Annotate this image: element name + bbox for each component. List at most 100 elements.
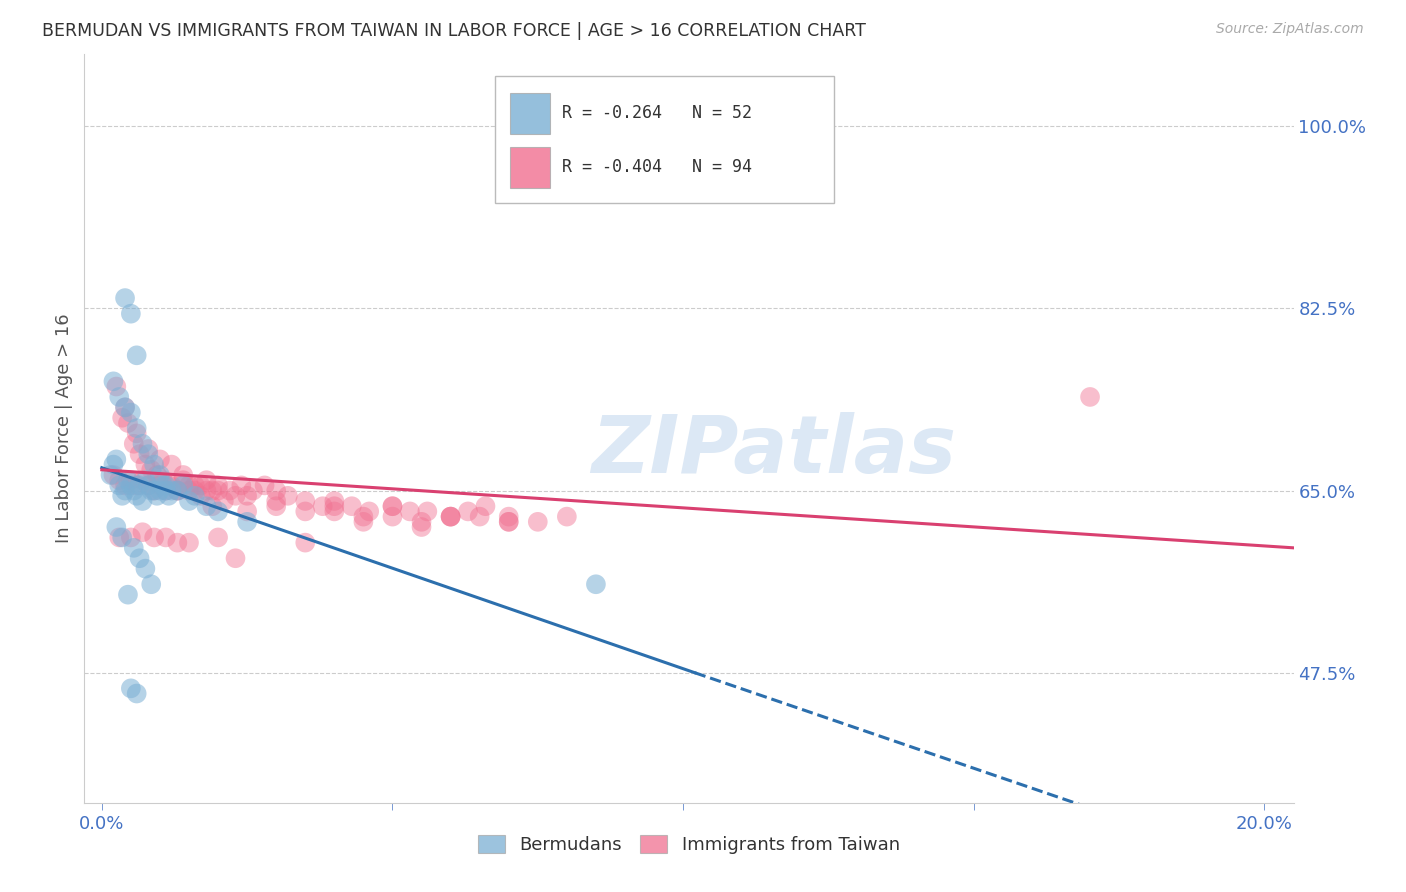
Point bbox=[122, 437, 145, 451]
Point bbox=[120, 478, 142, 492]
Point bbox=[157, 478, 180, 492]
Point bbox=[195, 483, 218, 498]
Point bbox=[149, 468, 172, 483]
Point bbox=[105, 520, 128, 534]
Point bbox=[323, 500, 346, 514]
Point bbox=[131, 437, 153, 451]
Point bbox=[323, 494, 346, 508]
Point bbox=[207, 483, 229, 498]
Point bbox=[207, 504, 229, 518]
Point bbox=[136, 478, 159, 492]
Point bbox=[122, 483, 145, 498]
Point bbox=[146, 468, 169, 483]
Point bbox=[136, 442, 159, 456]
Point bbox=[399, 504, 422, 518]
Point bbox=[143, 483, 166, 498]
Point bbox=[277, 489, 299, 503]
Point bbox=[125, 421, 148, 435]
Point bbox=[125, 489, 148, 503]
Point bbox=[585, 577, 607, 591]
Point bbox=[498, 515, 520, 529]
Legend: Bermudans, Immigrants from Taiwan: Bermudans, Immigrants from Taiwan bbox=[471, 828, 907, 861]
Point bbox=[439, 509, 461, 524]
Point bbox=[172, 468, 194, 483]
Point bbox=[184, 478, 207, 492]
Point bbox=[143, 483, 166, 498]
Point bbox=[120, 681, 142, 696]
Point bbox=[111, 530, 134, 544]
Point bbox=[498, 509, 520, 524]
Point bbox=[184, 489, 207, 503]
Point bbox=[190, 489, 212, 503]
Point bbox=[201, 500, 224, 514]
Point bbox=[134, 562, 156, 576]
Point bbox=[108, 473, 131, 487]
Point bbox=[128, 447, 150, 461]
Point bbox=[120, 530, 142, 544]
Point bbox=[120, 473, 142, 487]
Point bbox=[131, 525, 153, 540]
Point bbox=[100, 468, 122, 483]
Point bbox=[114, 401, 136, 415]
Point bbox=[131, 494, 153, 508]
Point bbox=[111, 489, 134, 503]
Point bbox=[498, 515, 520, 529]
Point bbox=[114, 401, 136, 415]
Point bbox=[294, 535, 316, 549]
Point bbox=[131, 473, 153, 487]
Point bbox=[134, 473, 156, 487]
Text: ZIPatlas: ZIPatlas bbox=[591, 411, 956, 490]
Point bbox=[236, 504, 259, 518]
Point bbox=[125, 687, 148, 701]
Text: R = -0.264   N = 52: R = -0.264 N = 52 bbox=[562, 104, 752, 122]
Point bbox=[155, 530, 177, 544]
Point bbox=[166, 483, 188, 498]
Point bbox=[149, 452, 172, 467]
Point bbox=[177, 483, 200, 498]
Point bbox=[195, 500, 218, 514]
Point bbox=[125, 348, 148, 362]
Point bbox=[149, 478, 172, 492]
Point bbox=[157, 489, 180, 503]
FancyBboxPatch shape bbox=[510, 147, 550, 188]
Point bbox=[195, 473, 218, 487]
Point bbox=[105, 379, 128, 393]
Text: R = -0.404   N = 94: R = -0.404 N = 94 bbox=[562, 159, 752, 177]
Point bbox=[122, 541, 145, 555]
Point bbox=[143, 530, 166, 544]
Point bbox=[114, 291, 136, 305]
Point bbox=[128, 478, 150, 492]
Point bbox=[125, 426, 148, 441]
Point bbox=[294, 494, 316, 508]
Point bbox=[166, 483, 188, 498]
Point bbox=[117, 473, 139, 487]
Point bbox=[155, 483, 177, 498]
Text: BERMUDAN VS IMMIGRANTS FROM TAIWAN IN LABOR FORCE | AGE > 16 CORRELATION CHART: BERMUDAN VS IMMIGRANTS FROM TAIWAN IN LA… bbox=[42, 22, 866, 40]
Point bbox=[527, 515, 550, 529]
Point bbox=[120, 307, 142, 321]
Point bbox=[105, 452, 128, 467]
Point bbox=[236, 515, 259, 529]
Point bbox=[125, 478, 148, 492]
Point bbox=[136, 447, 159, 461]
Point bbox=[160, 458, 183, 472]
Point bbox=[411, 520, 433, 534]
Point bbox=[340, 500, 363, 514]
Point bbox=[152, 478, 174, 492]
Point bbox=[416, 504, 439, 518]
Point bbox=[166, 535, 188, 549]
Point bbox=[474, 500, 496, 514]
Point bbox=[108, 390, 131, 404]
Point bbox=[225, 551, 247, 566]
Point bbox=[117, 416, 139, 430]
Point bbox=[141, 577, 163, 591]
Point bbox=[212, 494, 235, 508]
Point bbox=[439, 509, 461, 524]
Point bbox=[207, 530, 229, 544]
Point bbox=[172, 478, 194, 492]
Point bbox=[439, 509, 461, 524]
Point bbox=[359, 504, 381, 518]
Point bbox=[381, 509, 404, 524]
Point bbox=[207, 478, 229, 492]
Point bbox=[264, 500, 287, 514]
